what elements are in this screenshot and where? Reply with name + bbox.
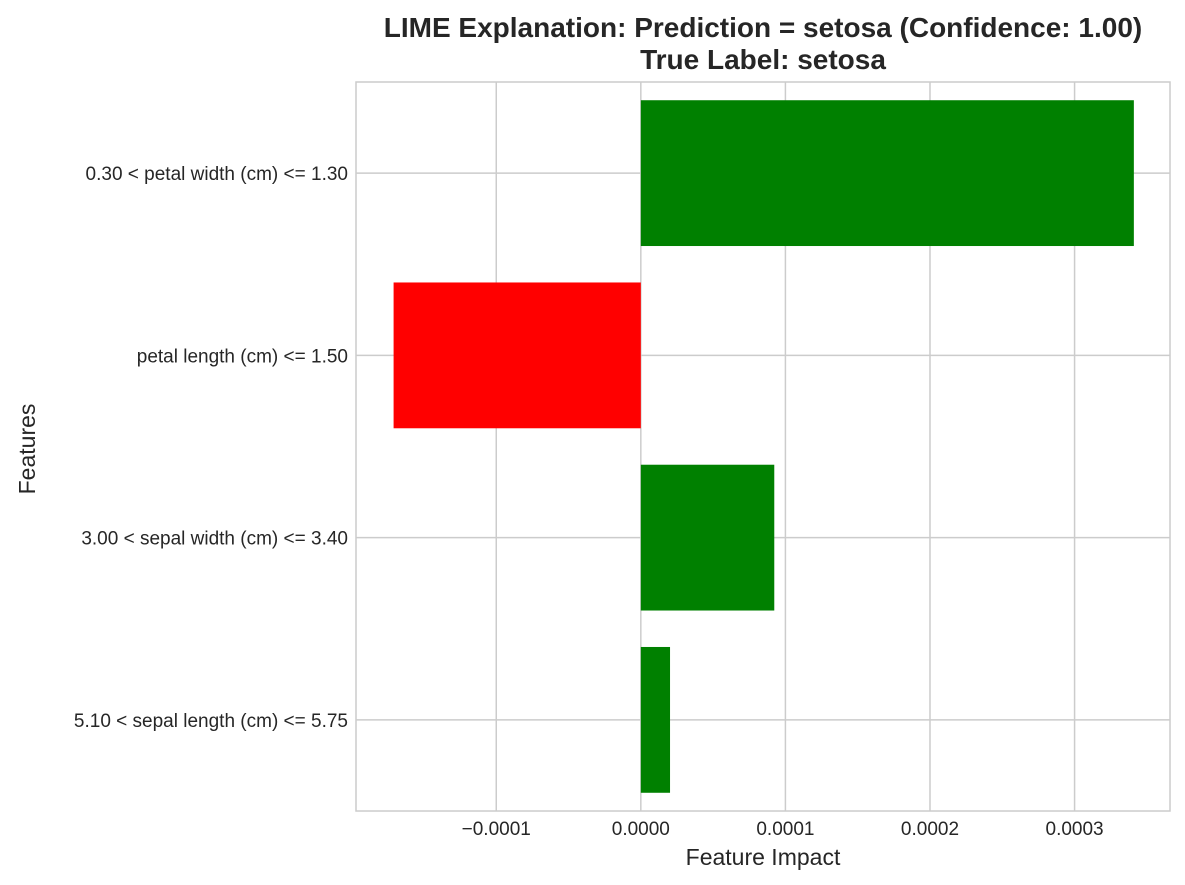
y-tick-label: petal length (cm) <= 1.50 — [137, 346, 348, 367]
bar-negative-impact — [393, 282, 641, 429]
plot-area-frame — [355, 81, 1171, 812]
y-tick-label: 5.10 < sepal length (cm) <= 5.75 — [74, 711, 348, 732]
y-tick-label: 0.30 < petal width (cm) <= 1.30 — [86, 164, 348, 185]
x-tick-label: −0.0001 — [462, 819, 531, 840]
x-tick-label: 0.0000 — [612, 819, 670, 840]
x-tick-label: 0.0002 — [901, 819, 959, 840]
bar-positive-impact — [640, 100, 1134, 247]
x-tick-labels: −0.0001 0.0000 0.0001 0.0002 0.0003 — [462, 819, 1104, 840]
x-tick-label: 0.0003 — [1046, 819, 1104, 840]
chart-title-line-1: LIME Explanation: Prediction = setosa (C… — [384, 12, 1142, 43]
x-axis-label: Feature Impact — [686, 844, 841, 870]
x-tick-label: 0.0001 — [756, 819, 814, 840]
y-tick-label: 3.00 < sepal width (cm) <= 3.40 — [81, 529, 348, 550]
y-axis-label: Features — [14, 404, 40, 495]
bars — [393, 100, 1134, 793]
y-tick-labels: 0.30 < petal width (cm) <= 1.30 petal len… — [74, 164, 348, 732]
chart-title-line-2: True Label: setosa — [640, 44, 886, 75]
bar-positive-impact — [640, 464, 775, 611]
bar-positive-impact — [640, 646, 671, 793]
